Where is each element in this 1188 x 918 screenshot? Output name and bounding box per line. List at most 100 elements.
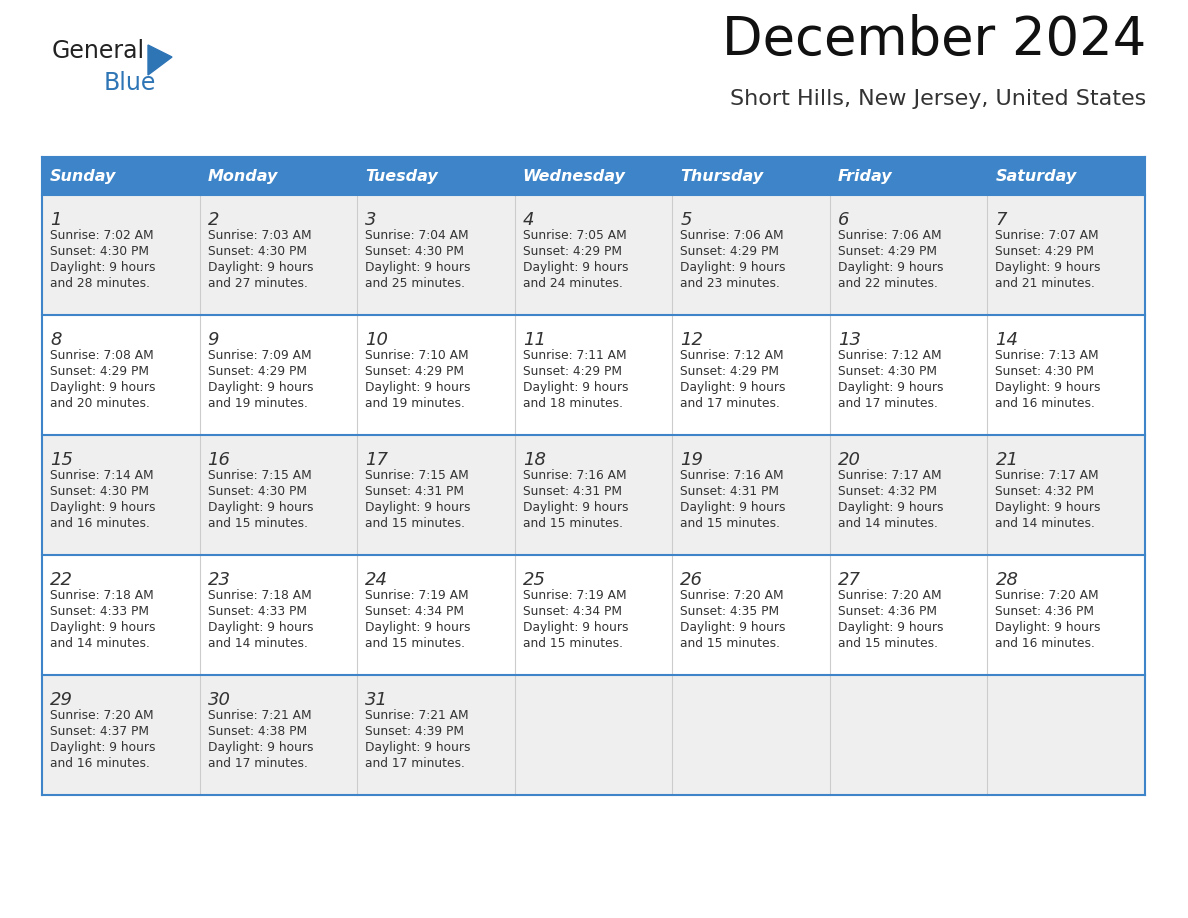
Text: Sunset: 4:30 PM: Sunset: 4:30 PM [365, 245, 465, 258]
Text: Sunset: 4:32 PM: Sunset: 4:32 PM [838, 485, 937, 498]
Text: Sunset: 4:37 PM: Sunset: 4:37 PM [50, 725, 148, 738]
Text: Sunset: 4:29 PM: Sunset: 4:29 PM [681, 365, 779, 378]
Text: 5: 5 [681, 211, 691, 229]
Text: 4: 4 [523, 211, 535, 229]
Polygon shape [148, 45, 172, 75]
Bar [358, 157, 514, 195]
Text: and 20 minutes.: and 20 minutes. [50, 397, 150, 410]
Text: Sunrise: 7:09 AM: Sunrise: 7:09 AM [208, 349, 311, 362]
Text: 6: 6 [838, 211, 849, 229]
Text: 2: 2 [208, 211, 219, 229]
Text: Sunrise: 7:21 AM: Sunrise: 7:21 AM [208, 709, 311, 722]
Text: Daylight: 9 hours: Daylight: 9 hours [523, 621, 628, 634]
Text: Daylight: 9 hours: Daylight: 9 hours [838, 621, 943, 634]
Text: Friday: Friday [838, 169, 892, 184]
Text: Sunset: 4:29 PM: Sunset: 4:29 PM [208, 365, 307, 378]
Text: Daylight: 9 hours: Daylight: 9 hours [365, 741, 470, 754]
Text: Sunrise: 7:05 AM: Sunrise: 7:05 AM [523, 229, 626, 242]
Text: Sunset: 4:36 PM: Sunset: 4:36 PM [838, 605, 937, 618]
Text: and 14 minutes.: and 14 minutes. [208, 637, 308, 650]
Text: and 25 minutes.: and 25 minutes. [365, 277, 466, 290]
Text: Sunrise: 7:03 AM: Sunrise: 7:03 AM [208, 229, 311, 242]
Text: and 14 minutes.: and 14 minutes. [838, 517, 937, 530]
Text: Daylight: 9 hours: Daylight: 9 hours [681, 501, 785, 514]
Text: Wednesday: Wednesday [523, 169, 626, 184]
Text: Monday: Monday [208, 169, 278, 184]
Text: Sunrise: 7:11 AM: Sunrise: 7:11 AM [523, 349, 626, 362]
Text: Daylight: 9 hours: Daylight: 9 hours [996, 621, 1101, 634]
Text: and 18 minutes.: and 18 minutes. [523, 397, 623, 410]
Text: General: General [52, 39, 145, 63]
Text: and 16 minutes.: and 16 minutes. [50, 517, 150, 530]
Text: 26: 26 [681, 571, 703, 589]
Text: Daylight: 9 hours: Daylight: 9 hours [838, 261, 943, 274]
Text: Sunset: 4:31 PM: Sunset: 4:31 PM [523, 485, 621, 498]
Text: 16: 16 [208, 451, 230, 469]
Text: 18: 18 [523, 451, 545, 469]
Text: 22: 22 [50, 571, 72, 589]
Text: Sunset: 4:29 PM: Sunset: 4:29 PM [365, 365, 465, 378]
Text: Daylight: 9 hours: Daylight: 9 hours [681, 261, 785, 274]
Text: 29: 29 [50, 691, 72, 709]
Text: Sunset: 4:30 PM: Sunset: 4:30 PM [50, 245, 148, 258]
Text: Sunset: 4:35 PM: Sunset: 4:35 PM [681, 605, 779, 618]
Text: Daylight: 9 hours: Daylight: 9 hours [996, 501, 1101, 514]
Text: 19: 19 [681, 451, 703, 469]
Text: and 16 minutes.: and 16 minutes. [50, 757, 150, 770]
Text: Sunset: 4:29 PM: Sunset: 4:29 PM [996, 245, 1094, 258]
Text: Sunset: 4:29 PM: Sunset: 4:29 PM [523, 365, 621, 378]
Bar [200, 157, 358, 195]
Text: Sunset: 4:32 PM: Sunset: 4:32 PM [996, 485, 1094, 498]
Text: and 24 minutes.: and 24 minutes. [523, 277, 623, 290]
Text: Sunrise: 7:20 AM: Sunrise: 7:20 AM [838, 589, 941, 602]
Text: Daylight: 9 hours: Daylight: 9 hours [523, 381, 628, 394]
Text: Daylight: 9 hours: Daylight: 9 hours [838, 501, 943, 514]
Bar [42, 675, 1145, 795]
Text: Daylight: 9 hours: Daylight: 9 hours [365, 621, 470, 634]
Text: Daylight: 9 hours: Daylight: 9 hours [681, 381, 785, 394]
Text: and 19 minutes.: and 19 minutes. [208, 397, 308, 410]
Text: and 17 minutes.: and 17 minutes. [208, 757, 308, 770]
Text: Sunset: 4:38 PM: Sunset: 4:38 PM [208, 725, 307, 738]
Text: 14: 14 [996, 331, 1018, 349]
Text: Sunrise: 7:15 AM: Sunrise: 7:15 AM [365, 469, 469, 482]
Text: 11: 11 [523, 331, 545, 349]
Text: Sunrise: 7:17 AM: Sunrise: 7:17 AM [996, 469, 1099, 482]
Text: and 17 minutes.: and 17 minutes. [365, 757, 465, 770]
Bar [987, 157, 1145, 195]
Text: 8: 8 [50, 331, 62, 349]
Text: Daylight: 9 hours: Daylight: 9 hours [996, 261, 1101, 274]
Text: Sunset: 4:30 PM: Sunset: 4:30 PM [208, 485, 307, 498]
Bar [42, 315, 1145, 435]
Text: Sunrise: 7:20 AM: Sunrise: 7:20 AM [681, 589, 784, 602]
Text: Daylight: 9 hours: Daylight: 9 hours [996, 381, 1101, 394]
Text: Sunrise: 7:10 AM: Sunrise: 7:10 AM [365, 349, 469, 362]
Text: and 15 minutes.: and 15 minutes. [523, 517, 623, 530]
Text: Sunset: 4:30 PM: Sunset: 4:30 PM [208, 245, 307, 258]
Text: Saturday: Saturday [996, 169, 1076, 184]
Text: and 27 minutes.: and 27 minutes. [208, 277, 308, 290]
Text: Daylight: 9 hours: Daylight: 9 hours [208, 741, 314, 754]
Text: and 22 minutes.: and 22 minutes. [838, 277, 937, 290]
Bar [42, 195, 1145, 315]
Text: Sunset: 4:36 PM: Sunset: 4:36 PM [996, 605, 1094, 618]
Text: 12: 12 [681, 331, 703, 349]
Text: and 16 minutes.: and 16 minutes. [996, 637, 1095, 650]
Text: 30: 30 [208, 691, 230, 709]
Text: 10: 10 [365, 331, 388, 349]
Text: Sunday: Sunday [50, 169, 116, 184]
Text: and 17 minutes.: and 17 minutes. [681, 397, 781, 410]
Text: Sunset: 4:29 PM: Sunset: 4:29 PM [681, 245, 779, 258]
Text: Sunrise: 7:12 AM: Sunrise: 7:12 AM [681, 349, 784, 362]
Text: Thursday: Thursday [681, 169, 764, 184]
Text: Sunset: 4:31 PM: Sunset: 4:31 PM [365, 485, 465, 498]
Text: 1: 1 [50, 211, 62, 229]
Text: and 15 minutes.: and 15 minutes. [838, 637, 937, 650]
Text: 13: 13 [838, 331, 861, 349]
Text: Sunset: 4:33 PM: Sunset: 4:33 PM [208, 605, 307, 618]
Text: and 23 minutes.: and 23 minutes. [681, 277, 781, 290]
Text: Sunrise: 7:18 AM: Sunrise: 7:18 AM [50, 589, 153, 602]
Text: Daylight: 9 hours: Daylight: 9 hours [681, 621, 785, 634]
Text: 3: 3 [365, 211, 377, 229]
Text: and 15 minutes.: and 15 minutes. [523, 637, 623, 650]
